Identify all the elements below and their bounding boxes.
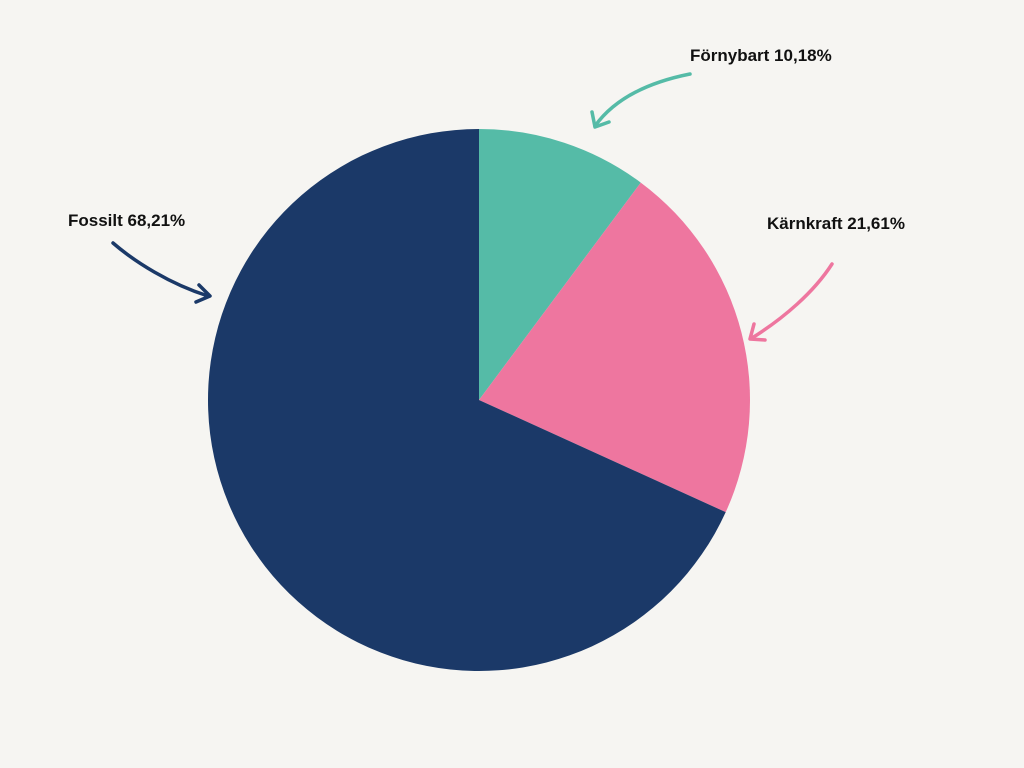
arrow-fornybart bbox=[593, 72, 692, 128]
arrow-karnkraft bbox=[750, 262, 834, 340]
pie-slice-frnybart bbox=[479, 129, 641, 400]
label-arrows bbox=[111, 72, 834, 342]
slice-label-fossilt: Fossilt 68,21% bbox=[68, 211, 186, 230]
pie-slice-krnkraft bbox=[479, 182, 751, 513]
arrow-karnkraft-head bbox=[748, 322, 767, 342]
arrow-fossilt-head bbox=[194, 283, 212, 304]
pie-slice-fossilt bbox=[208, 129, 726, 671]
pie-slices bbox=[208, 129, 751, 671]
slice-label-karnkraft: Kärnkraft 21,61% bbox=[767, 214, 905, 233]
arrow-fossilt bbox=[111, 241, 210, 298]
arrow-fornybart-head bbox=[590, 110, 611, 129]
slice-label-fornybart: Förnybart 10,18% bbox=[690, 46, 832, 65]
